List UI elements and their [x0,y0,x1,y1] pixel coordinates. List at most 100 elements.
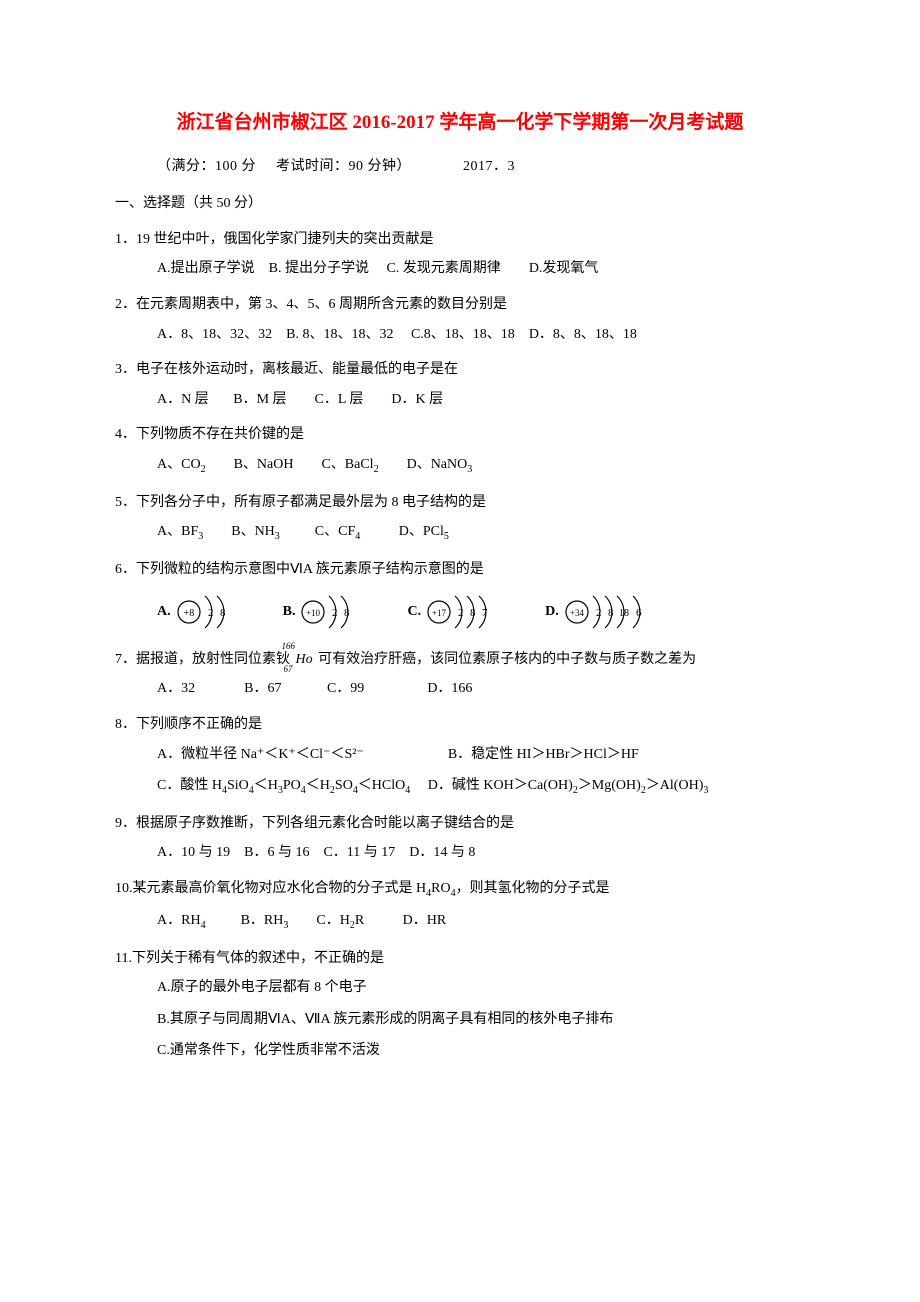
svg-text:8: 8 [470,607,476,619]
q10-option-b: B．RH3 [241,913,289,928]
q4-option-a: A、CO2 [157,457,206,472]
q1-option-c: C. 发现元素周期律 [386,261,500,276]
exam-title: 浙江省台州市椒江区 2016-2017 学年高一化学下学期第一次月考试题 [115,110,805,137]
q3-option-a: A．N 层 [157,392,209,407]
q8-option-c: C．酸性 H4SiO4＜H3PO4＜H2SO4＜HClO4 [157,778,410,793]
q3-option-c: C．L 层 [315,392,364,407]
exam-date: 2017．3 [463,159,515,174]
q8-text: 8．下列顺序不正确的是 [115,715,805,735]
question-6: 6．下列微粒的结构示意图中ⅥA 族元素原子结构示意图的是 A. +8 2 8 B… [115,560,805,634]
question-4: 4．下列物质不存在共价键的是 A、CO2 B、NaOH C、BaCl2 D、Na… [115,425,805,476]
q11-text: 11.下列关于稀有气体的叙述中，不正确的是 [115,949,805,969]
q7-options: A．32 B．67 C．99 D．166 [115,679,805,699]
svg-text:2: 2 [596,607,602,619]
q10-option-a: A．RH4 [157,913,206,928]
question-5: 5．下列各分子中，所有原子都满足最外层为 8 电子结构的是 A、BF3 B、NH… [115,493,805,544]
q6-label-d: D. [545,602,559,622]
svg-text:+34: +34 [570,608,585,618]
q4-text: 4．下列物质不存在共价键的是 [115,425,805,445]
q6-option-b: B. +10 2 8 [283,590,358,634]
svg-text:+8: +8 [183,608,194,619]
q3-option-d: D．K 层 [391,392,443,407]
atom-diagram-d: +34 2 8 18 6 [563,590,653,634]
q11-options: A.原子的最外电子层都有 8 个电子 B.其原子与同周期ⅥA、ⅦA 族元素形成的… [115,978,805,1061]
question-3: 3．电子在核外运动时，离核最近、能量最低的电子是在 A．N 层 B．M 层 C．… [115,360,805,409]
q4-option-b: B、NaOH [234,457,294,472]
q6-label-b: B. [283,602,296,622]
svg-text:8: 8 [220,607,226,619]
q11-option-a: A.原子的最外电子层都有 8 个电子 [157,978,805,998]
q2-option-d: D．8、8、18、18 [529,327,637,342]
q5-option-b: B、NH3 [231,524,280,539]
section-1-header: 一、选择题（共 50 分） [115,194,805,214]
svg-text:+10: +10 [306,608,321,618]
full-score: （满分：100 分 [157,159,256,174]
q2-option-c: C.8、18、18、18 [411,327,515,342]
q5-text: 5．下列各分子中，所有原子都满足最外层为 8 电子结构的是 [115,493,805,513]
q9-option-a: A．10 与 19 [157,845,230,860]
question-11: 11.下列关于稀有气体的叙述中，不正确的是 A.原子的最外电子层都有 8 个电子… [115,949,805,1061]
q10-options: A．RH4 B．RH3 C．H2R D．HR [115,911,805,933]
q8-option-b: B．稳定性 HI＞HBr＞HCl＞HF [448,747,639,762]
q10-text: 10.某元素最高价氧化物对应水化合物的分子式是 H4RO4，则其氢化物的分子式是 [115,879,805,901]
q9-options: A．10 与 19 B．6 与 16 C．11 与 17 D．14 与 8 [115,843,805,863]
q9-option-c: C．11 与 17 [323,845,395,860]
q6-diagrams: A. +8 2 8 B. +10 2 8 C. [115,590,805,634]
q9-option-b: B．6 与 16 [244,845,309,860]
q3-option-b: B．M 层 [233,392,286,407]
q3-text: 3．电子在核外运动时，离核最近、能量最低的电子是在 [115,360,805,380]
q4-options: A、CO2 B、NaOH C、BaCl2 D、NaNO3 [115,455,805,477]
q7-option-c: C．99 [327,681,364,696]
question-2: 2．在元素周期表中，第 3、4、5、6 周期所含元素的数目分别是 A．8、18、… [115,295,805,344]
q6-option-c: C. +17 2 8 7 [407,590,495,634]
q5-option-c: C、CF4 [315,524,360,539]
q11-option-b: B.其原子与同周期ⅥA、ⅦA 族元素形成的阴离子具有相同的核外电子排布 [157,1010,805,1030]
q1-option-a: A.提出原子学说 [157,261,255,276]
q5-options: A、BF3 B、NH3 C、CF4 D、PCl5 [115,522,805,544]
svg-text:7: 7 [482,607,488,619]
q1-option-b: B. 提出分子学说 [269,261,369,276]
exam-meta: （满分：100 分 考试时间：90 分钟） 2017．3 [115,157,805,177]
q1-text: 1．19 世纪中叶，俄国化学家门捷列夫的突出贡献是 [115,230,805,250]
q2-options: A．8、18、32、32 B. 8、18、18、32 C.8、18、18、18 … [115,325,805,345]
svg-text:8: 8 [344,607,350,619]
svg-text:+17: +17 [432,608,447,618]
q8-option-d: D．碱性 KOH＞Ca(OH)2＞Mg(OH)2＞Al(OH)3 [428,778,709,793]
atom-diagram-a: +8 2 8 [175,590,233,634]
q6-text: 6．下列微粒的结构示意图中ⅥA 族元素原子结构示意图的是 [115,560,805,580]
question-7: 7．据报道，放射性同位素钬 166 67 Ho 可有效治疗肝癌，该同位素原子核内… [115,650,805,699]
q4-option-c: C、BaCl2 [321,457,378,472]
q6-option-d: D. +34 2 8 18 6 [545,590,653,634]
q4-option-d: D、NaNO3 [407,457,473,472]
q8-options: A．微粒半径 Na⁺＜K⁺＜Cl⁻＜S²⁻ B．稳定性 HI＞HBr＞HCl＞H… [115,745,805,798]
q1-option-d: D.发现氧气 [529,261,599,276]
atom-diagram-c: +17 2 8 7 [425,590,495,634]
q9-option-d: D．14 与 8 [409,845,475,860]
question-1: 1．19 世纪中叶，俄国化学家门捷列夫的突出贡献是 A.提出原子学说 B. 提出… [115,230,805,279]
q6-option-a: A. +8 2 8 [157,590,233,634]
q8-option-a: A．微粒半径 Na⁺＜K⁺＜Cl⁻＜S²⁻ [157,747,364,762]
svg-text:2: 2 [208,607,214,619]
q1-options: A.提出原子学说 B. 提出分子学说 C. 发现元素周期律 D.发现氧气 [115,259,805,279]
q5-option-d: D、PCl5 [399,524,449,539]
q7-text: 7．据报道，放射性同位素钬 166 67 Ho 可有效治疗肝癌，该同位素原子核内… [115,650,805,670]
q7-option-b: B．67 [244,681,281,696]
q6-label-a: A. [157,602,171,622]
svg-text:2: 2 [332,607,338,619]
question-10: 10.某元素最高价氧化物对应水化合物的分子式是 H4RO4，则其氢化物的分子式是… [115,879,805,933]
q5-option-a: A、BF3 [157,524,203,539]
q3-options: A．N 层 B．M 层 C．L 层 D．K 层 [115,390,805,410]
q10-option-c: C．H2R [316,913,364,928]
q7-option-a: A．32 [157,681,195,696]
q10-option-d: D．HR [403,913,447,928]
question-8: 8．下列顺序不正确的是 A．微粒半径 Na⁺＜K⁺＜Cl⁻＜S²⁻ B．稳定性 … [115,715,805,798]
q2-option-a: A．8、18、32、32 [157,327,272,342]
q9-text: 9．根据原子序数推断，下列各组元素化合时能以离子键结合的是 [115,814,805,834]
q11-option-c: C.通常条件下，化学性质非常不活泼 [157,1041,805,1061]
q7-option-d: D．166 [427,681,472,696]
svg-text:2: 2 [458,607,464,619]
q2-text: 2．在元素周期表中，第 3、4、5、6 周期所含元素的数目分别是 [115,295,805,315]
atom-diagram-b: +10 2 8 [299,590,357,634]
svg-text:8: 8 [608,607,614,619]
q6-label-c: C. [407,602,421,622]
